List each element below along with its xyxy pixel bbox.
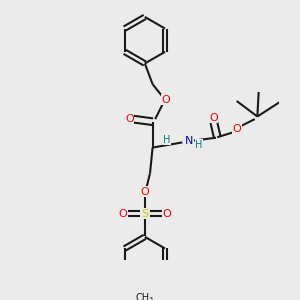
Text: O: O — [125, 114, 134, 124]
Text: O: O — [209, 113, 218, 123]
Text: O: O — [118, 208, 127, 218]
Text: S: S — [141, 208, 148, 218]
Text: O: O — [232, 124, 241, 134]
Text: O: O — [161, 95, 170, 105]
Text: O: O — [162, 208, 171, 218]
Text: CH₃: CH₃ — [136, 292, 154, 300]
Text: N: N — [184, 136, 193, 146]
Text: O: O — [140, 187, 149, 196]
Text: H: H — [196, 140, 203, 150]
Text: H: H — [163, 135, 170, 145]
